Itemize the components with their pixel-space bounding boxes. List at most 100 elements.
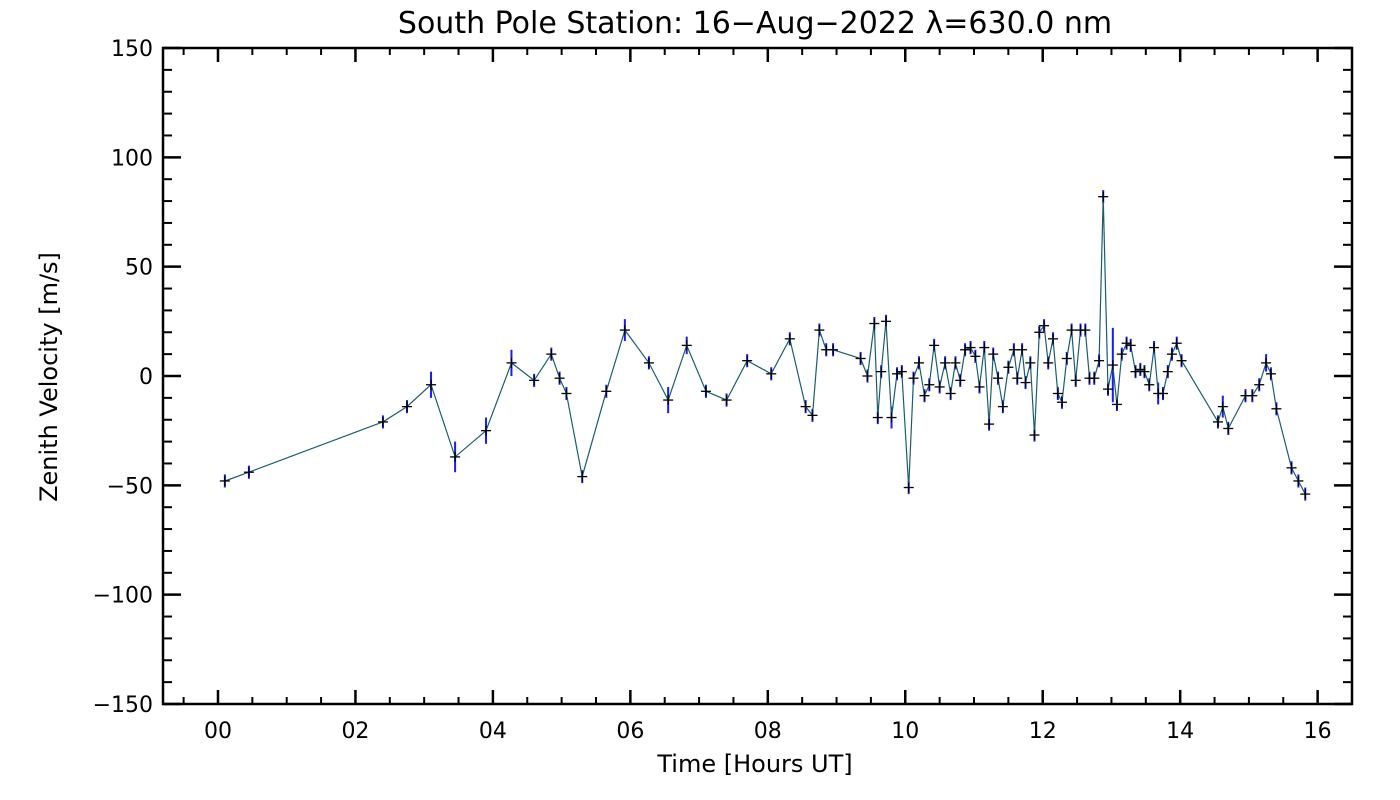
data-point <box>1066 325 1077 336</box>
y-tick-label: 150 <box>111 37 153 62</box>
y-tick-label: −50 <box>107 474 153 499</box>
data-point <box>1293 475 1304 486</box>
data-point <box>1212 416 1223 427</box>
plot-frame <box>161 46 1354 706</box>
data-point <box>997 401 1008 412</box>
data-point <box>807 410 818 421</box>
data-point <box>426 379 437 390</box>
data-point <box>1130 366 1141 377</box>
data-point <box>896 366 907 377</box>
data-point <box>1043 357 1054 368</box>
data-point <box>1121 338 1132 349</box>
y-axis-label: Zenith Velocity [m/s] <box>35 252 63 502</box>
data-point <box>529 375 540 386</box>
data-point <box>908 373 919 384</box>
data-point <box>974 381 985 392</box>
data-point <box>965 342 976 353</box>
data-point <box>219 475 230 486</box>
data-point <box>1020 377 1031 388</box>
data-point <box>784 333 795 344</box>
data-point <box>577 471 588 482</box>
data-point <box>1157 388 1168 399</box>
data-point <box>506 357 517 368</box>
data-points <box>219 191 1311 500</box>
data-point <box>929 340 940 351</box>
data-point <box>919 390 930 401</box>
data-point <box>955 375 966 386</box>
data-point <box>960 344 971 355</box>
data-point <box>950 357 961 368</box>
data-point <box>1029 430 1040 441</box>
data-point <box>1003 362 1014 373</box>
y-tick-label: −100 <box>93 584 153 609</box>
data-point <box>945 388 956 399</box>
data-point <box>892 368 903 379</box>
data-point <box>903 482 914 493</box>
data-point <box>876 366 887 377</box>
data-point <box>814 325 825 336</box>
x-tick-label: 06 <box>616 719 644 744</box>
data-point <box>1261 357 1272 368</box>
axis-ticks <box>163 46 1353 706</box>
data-point <box>1107 360 1118 371</box>
data-point <box>1300 489 1311 500</box>
y-tick-label: −150 <box>93 693 153 718</box>
data-point <box>1176 355 1187 366</box>
x-axis-label: Time [Hours UT] <box>656 750 852 778</box>
data-point <box>886 412 897 423</box>
data-point <box>1098 191 1109 202</box>
data-point <box>1061 353 1072 364</box>
chart-title: South Pole Station: 16−Aug−2022 λ=630.0 … <box>398 6 1112 41</box>
data-point <box>970 351 981 362</box>
data-point <box>1271 403 1282 414</box>
data-point <box>862 371 873 381</box>
data-point <box>984 419 995 430</box>
data-point <box>1048 333 1059 344</box>
data-point <box>401 401 412 412</box>
data-point <box>940 357 951 368</box>
data-point <box>924 379 935 390</box>
data-point <box>1265 368 1276 379</box>
data-point <box>619 325 630 336</box>
data-point <box>1286 462 1297 473</box>
data-point <box>1017 344 1028 355</box>
data-point <box>828 344 839 355</box>
data-point <box>481 425 492 436</box>
data-point <box>1056 397 1067 408</box>
data-point <box>1103 384 1114 395</box>
data-point <box>1111 399 1122 410</box>
data-point <box>1025 357 1036 368</box>
data-point <box>872 412 883 423</box>
x-tick-label: 10 <box>891 719 919 744</box>
x-tick-label: 12 <box>1029 719 1057 744</box>
data-point <box>663 395 674 406</box>
data-point <box>1149 342 1160 353</box>
data-point <box>800 401 811 412</box>
data-point <box>377 416 388 427</box>
error-bars <box>223 190 1307 501</box>
data-point <box>1089 373 1100 384</box>
data-point <box>742 355 753 366</box>
x-tick-label: 00 <box>204 719 232 744</box>
data-point <box>993 373 1004 384</box>
tick-labels: 00 02 04 06 08 10 12 14 16 −150 −100 −50 0 50 100 150 <box>93 37 1332 744</box>
x-tick-label: 04 <box>479 719 507 744</box>
data-point <box>1116 349 1127 360</box>
data-point <box>450 451 461 462</box>
data-point <box>1125 340 1136 351</box>
data-point <box>1162 366 1173 377</box>
data-point <box>914 357 925 368</box>
data-point <box>979 342 990 353</box>
data-point <box>1171 338 1182 349</box>
data-point <box>1052 388 1063 399</box>
data-point <box>243 467 254 478</box>
data-point <box>721 395 732 406</box>
data-point <box>766 368 777 379</box>
data-point <box>1217 401 1228 412</box>
x-tick-label: 14 <box>1166 719 1194 744</box>
data-point <box>681 340 692 351</box>
x-tick-label: 08 <box>754 719 782 744</box>
data-point <box>934 381 945 392</box>
data-point <box>1166 349 1177 360</box>
